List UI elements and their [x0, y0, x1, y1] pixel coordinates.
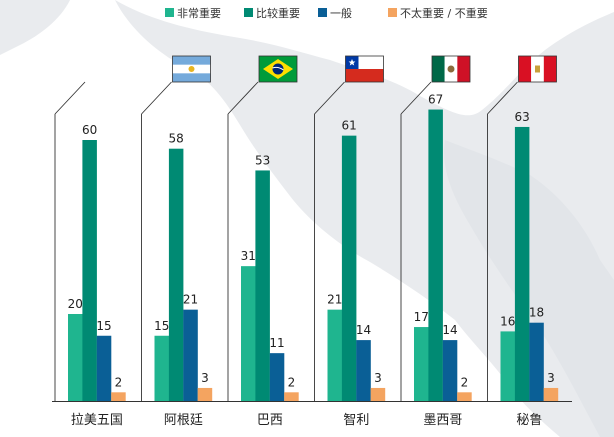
bar	[255, 170, 270, 401]
data-label: 63	[515, 110, 530, 124]
legend-swatch	[388, 8, 397, 17]
group-divider-slant	[141, 81, 172, 115]
bar	[68, 314, 83, 401]
brazil-flag	[258, 55, 298, 83]
data-label: 3	[201, 371, 209, 385]
data-label: 53	[255, 153, 270, 167]
chile-flag	[345, 55, 384, 83]
bar	[529, 322, 544, 401]
x-tick-label: 阿根廷	[164, 413, 203, 428]
bar	[96, 335, 112, 401]
data-label: 15	[154, 319, 169, 333]
x-tick-label: 拉美五国	[71, 413, 123, 428]
data-label: 17	[414, 310, 429, 324]
bar	[370, 387, 386, 401]
bar	[284, 392, 299, 401]
data-label: 67	[428, 93, 443, 107]
legend-swatch	[244, 8, 253, 17]
group-divider-slant	[54, 81, 86, 115]
data-label: 3	[374, 371, 382, 385]
data-label: 3	[547, 371, 555, 385]
bar	[500, 331, 515, 401]
peru-flag	[518, 55, 557, 83]
data-label: 21	[183, 293, 198, 307]
data-label: 2	[115, 375, 123, 389]
data-label: 2	[461, 375, 469, 389]
bar	[356, 340, 371, 401]
legend: 非常重要 比较重要 一般 不太重要 / 不重要	[165, 6, 488, 20]
x-tick-label: 巴西	[257, 413, 283, 428]
bar	[154, 335, 169, 401]
legend-swatch	[165, 8, 174, 17]
bar	[442, 340, 458, 401]
data-label: 31	[241, 249, 256, 263]
bar	[414, 327, 429, 401]
bar	[514, 126, 530, 401]
bar	[269, 353, 285, 401]
bar	[428, 109, 443, 402]
bar	[241, 266, 256, 401]
x-tick-label: 秘鲁	[516, 413, 542, 428]
x-tick-labels: 拉美五国 阿根廷 巴西 智利 墨西哥 秘鲁	[71, 413, 543, 428]
legend-label: 比较重要	[256, 6, 300, 20]
mexico-flag	[431, 55, 471, 83]
data-label: 14	[442, 323, 457, 337]
legend-label: 一般	[330, 7, 352, 20]
data-label: 58	[169, 132, 184, 146]
data-label: 61	[342, 119, 357, 133]
legend-label: 不太重要 / 不重要	[400, 6, 488, 20]
flag-row	[172, 55, 557, 83]
group-divider-slant	[400, 81, 432, 115]
group-divider-slant	[314, 81, 345, 115]
group-divider-slant	[487, 81, 518, 115]
bar	[341, 135, 357, 401]
bar	[457, 392, 472, 401]
data-label: 14	[356, 323, 371, 337]
argentina-flag	[172, 55, 211, 83]
data-label: 21	[327, 293, 342, 307]
group-dividers	[54, 81, 518, 401]
legend-swatch	[318, 8, 327, 17]
bar	[543, 387, 559, 401]
data-label: 16	[500, 314, 515, 328]
x-tick-label: 墨西哥	[423, 413, 462, 428]
legend-label: 非常重要	[177, 6, 221, 20]
bar	[327, 309, 342, 401]
data-label: 2	[288, 375, 296, 389]
data-label: 11	[269, 336, 284, 350]
bar	[111, 392, 126, 401]
group-divider-slant	[227, 81, 259, 115]
data-label: 15	[96, 319, 111, 333]
data-label: 60	[82, 123, 97, 137]
bar	[197, 387, 213, 401]
data-label: 20	[68, 297, 83, 311]
bars	[68, 109, 559, 402]
data-label: 18	[529, 306, 544, 320]
bar	[183, 309, 198, 401]
x-tick-label: 智利	[343, 413, 369, 428]
value-labels: 20 60 15 2 15 58 21 3 31 53 11 2 21 61 14 3 17 67 14 2 16 63 1…	[68, 93, 555, 390]
bar	[168, 148, 184, 401]
bar	[82, 140, 97, 401]
